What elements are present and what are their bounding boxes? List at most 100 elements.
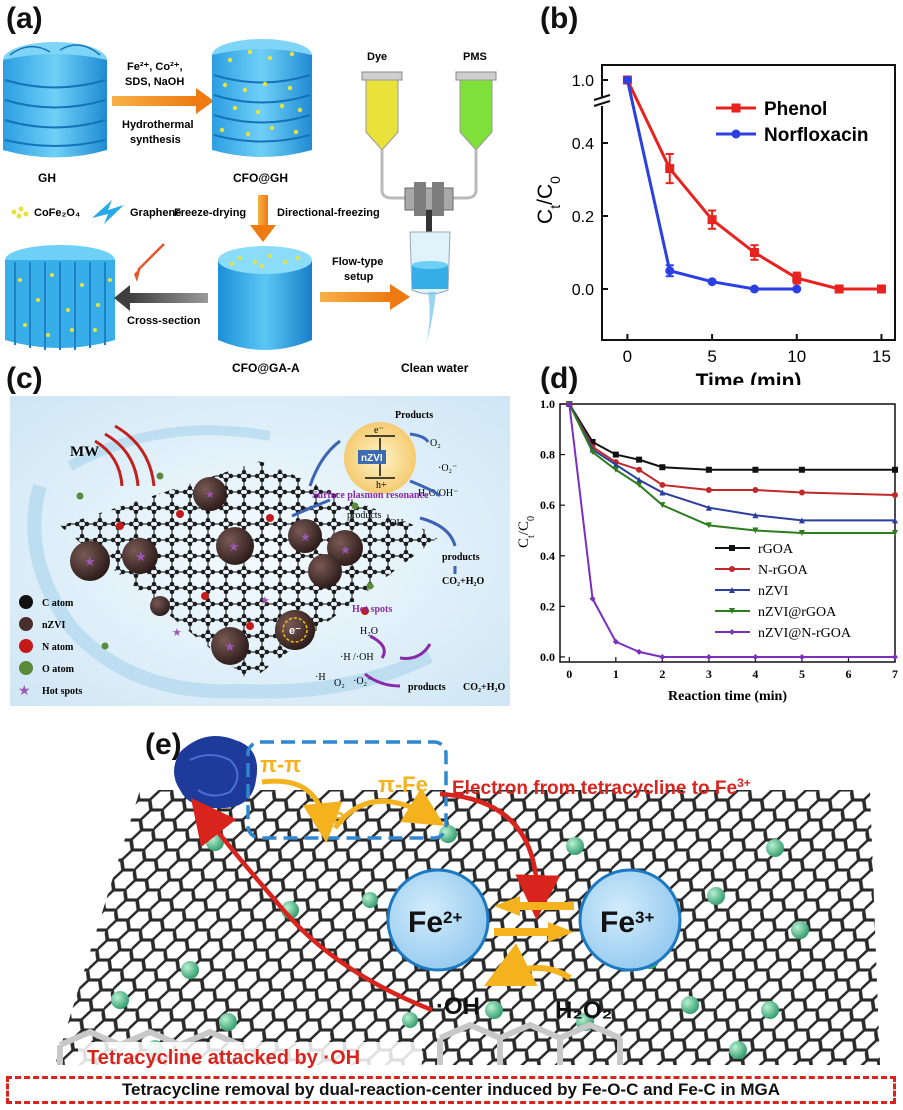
cfo-gh-label: CFO@GH [233,171,288,185]
x-tick-label: 2 [659,667,665,681]
svg-text:★: ★ [135,549,147,564]
y-axis-label: Ct/C0 [516,516,537,548]
data-point [705,522,712,529]
legend-label: nZVI@N-rGOA [758,626,852,641]
process1-line2: synthesis [130,134,181,146]
panel-label-a: (a) [6,2,43,35]
legend-graphene-label: Graphene [130,207,181,219]
graphene-lattice [60,461,440,681]
panel-label-c: (c) [6,362,43,395]
data-point [705,653,712,660]
y-tick-label: 0.6 [540,498,555,512]
freeze-arrow [250,195,276,242]
data-point [659,653,666,660]
data-point [612,638,619,645]
attacked-label: Tetracycline attacked by ·OH [87,1047,360,1069]
x-tick-label: 4 [752,667,758,681]
x-tick-label: 5 [799,667,805,681]
data-point [707,215,717,225]
data-point [707,277,717,287]
h2o-label: H₂O [360,626,378,637]
cfo-gh-stack [212,39,312,157]
data-point [798,517,805,524]
series-line [568,403,895,534]
series-nzvi-rgoa [566,401,898,536]
redox-arrows [494,896,574,942]
svg-text:★: ★ [18,682,31,698]
nzvi-plasmon-circle [344,422,416,494]
y-tick-label: 0.0 [572,282,594,299]
products-bottom: products [408,682,446,693]
fe2-ion [386,868,490,972]
freeze-drying-label: Freeze-drying [174,207,246,219]
legend-o-atom: O atom [42,664,75,675]
cross-section-arrow [114,285,208,311]
purple-arrows [364,634,432,688]
co2-h2o-bottom: CO₂+H₂O [463,682,505,693]
legend-n-atom: N atom [42,642,74,653]
panel-e-schematic: π-π e π-Fe Electron from tetracycline to… [55,736,880,1072]
electron-sphere [275,610,315,650]
series-norfloxacin [622,75,802,294]
pi-fe-label: π-Fe [378,772,428,797]
svg-text:★: ★ [224,639,236,654]
oh-radical-label: ·OH [386,518,404,529]
legend-cfo-label: CoFe₂O₄ [34,207,80,219]
legend-nzvi: nZVI [42,620,65,631]
data-point [798,653,805,660]
legend-marker [729,587,735,593]
flow-arrow [320,284,410,310]
panel-label-e: (e) [145,728,182,761]
gh-label: GH [38,171,56,185]
x-tick-label: 5 [707,347,716,366]
data-point [876,284,886,294]
legend-label: N-rGOA [758,563,809,578]
x-tick-label: 0 [566,667,572,681]
svg-text:★: ★ [228,539,240,554]
interaction-box [246,740,448,840]
o2-label: O₂ [430,438,441,449]
syringe-pms [455,71,497,151]
electron-transfer-label: Electron from tetracycline to Fe3+ [452,776,751,799]
o2-rad-bottom-label: ·O₂⁻ [353,676,372,687]
data-point [612,451,619,458]
y-tick-label: 0.0 [540,650,555,664]
o2-radical-label: ·O₂⁻ [438,463,457,474]
valve-block [404,182,454,232]
data-point [752,527,759,534]
panel-a-schematic: GH Fe²⁺, Co²⁺, SDS, NaOH Hydrothermal sy… [3,39,497,375]
panel-c-schematic: MW ★ ★ ★ ★ ★ ★ ★ ★ ★ e⁻ nZVI e⁻ h+ Products O₂… [10,396,510,706]
x-tick-label: 7 [892,667,898,681]
data-point [705,487,712,493]
y-tick-label: 0.4 [540,549,555,563]
oh-radical-e: ·OH [436,993,480,1020]
legend-label: rGOA [758,542,794,557]
data-point [752,466,759,473]
y-tick-label: 0.2 [572,209,594,226]
filter-cup [409,231,451,295]
y-tick-label: 0.4 [572,136,594,153]
data-point [798,489,805,496]
fe2-label: Fe2+ [408,906,462,939]
legend-cfo-icon [11,206,29,219]
panel-c-legend: ★ [18,595,33,698]
data-point [659,502,666,509]
scalpel-icon [134,243,165,282]
h-oh-label: ·H /·OH [340,652,374,663]
cfo-ga-label: CFO@GA-A [232,361,300,375]
series-line [568,403,896,497]
electron-label: e⁻ [289,625,301,637]
pms-label: PMS [463,51,487,63]
syringe-dye [361,71,403,151]
hot-spots-label: Hot spots [352,604,392,615]
panel-d-chart: 0.0 0.2 0.4 0.6 0.8 1.0 0 1 2 3 4 5 6 7 Reaction time … [516,397,898,704]
pi-pi-label: π-π [260,752,301,777]
x-tick-label: 3 [706,667,712,681]
cross-section-label: Cross-section [127,315,201,327]
data-point [792,284,802,294]
co2-h2o-right: CO₂+H₂O [442,576,484,587]
x-axis-label: Reaction time (min) [668,689,787,704]
x-tick-label: 15 [872,347,891,366]
data-point [705,466,712,473]
legend-marker [729,545,735,551]
